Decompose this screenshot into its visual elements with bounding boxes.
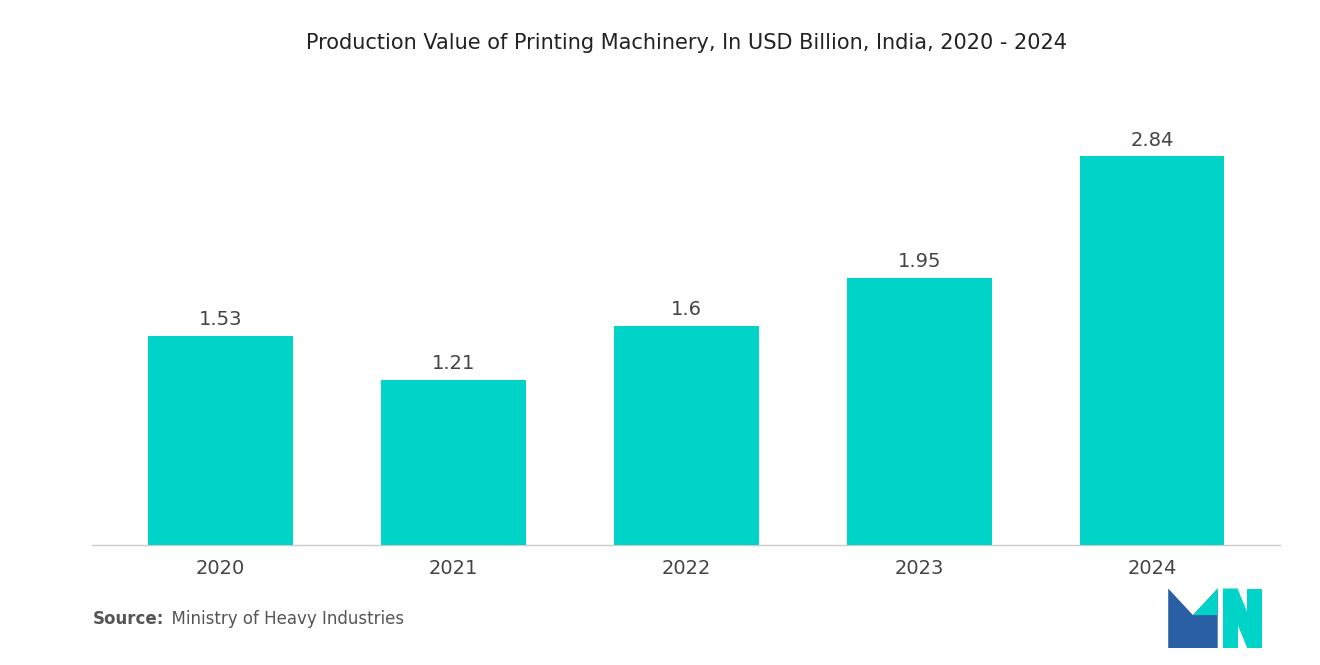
Polygon shape (1222, 589, 1238, 648)
Bar (381, 380, 525, 545)
Text: 1.95: 1.95 (898, 253, 941, 271)
Text: Source:: Source: (92, 610, 164, 628)
Title: Production Value of Printing Machinery, In USD Billion, India, 2020 - 2024: Production Value of Printing Machinery, … (306, 33, 1067, 53)
Polygon shape (1247, 589, 1262, 648)
Text: 1.6: 1.6 (671, 301, 702, 319)
Text: 2.84: 2.84 (1131, 130, 1173, 150)
Bar (148, 336, 293, 545)
Text: 1.21: 1.21 (432, 354, 475, 373)
Polygon shape (1222, 589, 1262, 648)
Bar (1080, 156, 1225, 545)
Bar (614, 327, 759, 545)
Bar (847, 279, 991, 545)
Polygon shape (1193, 589, 1217, 615)
Text: Ministry of Heavy Industries: Ministry of Heavy Industries (161, 610, 404, 628)
Text: 1.53: 1.53 (199, 310, 243, 329)
Polygon shape (1168, 589, 1217, 648)
